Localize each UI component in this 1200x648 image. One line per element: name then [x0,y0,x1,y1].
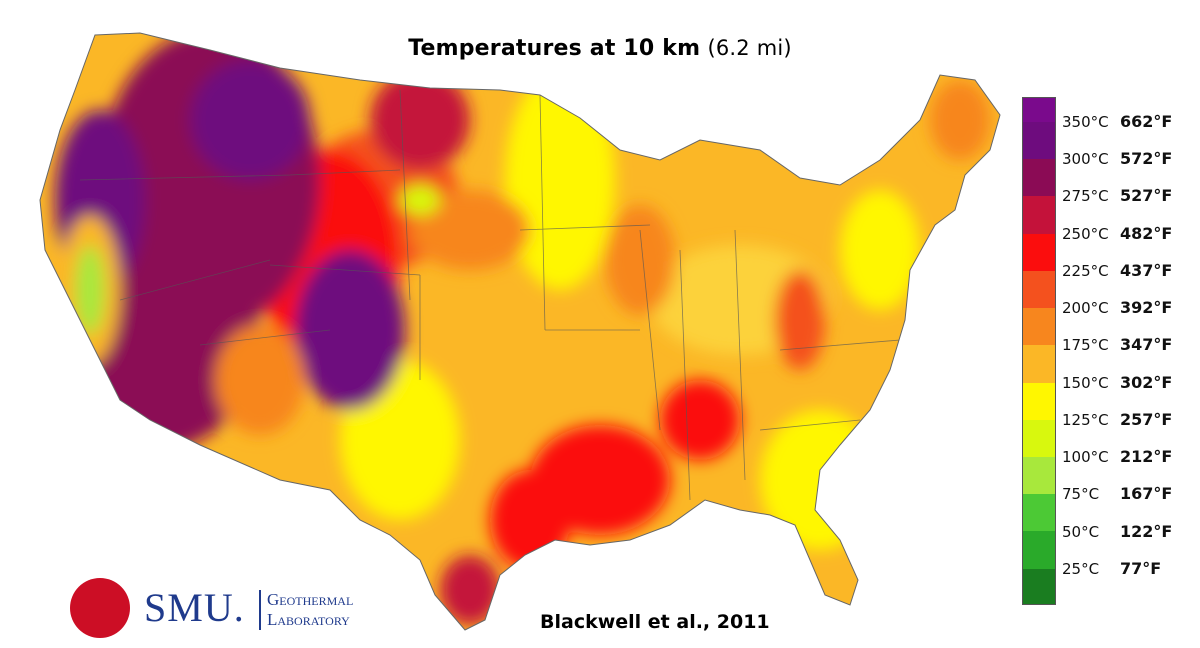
legend-fahrenheit: 77°F [1120,558,1162,578]
logo-geothermal: Geothermal [267,590,354,609]
legend-celsius: 150°C [1062,373,1109,392]
legend-swatch [1023,456,1055,495]
legend-swatch [1023,196,1055,234]
legend-celsius: 175°C [1062,336,1109,355]
legend-swatch [1023,122,1055,160]
legend-swatch [1023,531,1055,569]
legend-fahrenheit: 392°F [1120,298,1173,318]
legend-swatch [1023,494,1055,532]
legend-celsius: 100°C [1062,448,1109,467]
legend-fahrenheit: 482°F [1120,223,1173,243]
legend-label: 250°C 482°F [1062,224,1172,243]
legend-label: 175°C 347°F [1062,335,1172,354]
legend-celsius: 250°C [1062,224,1109,243]
legend-fahrenheit: 167°F [1120,484,1173,504]
legend-label: 225°C 437°F [1062,261,1172,280]
legend-fahrenheit: 212°F [1120,447,1173,467]
legend-swatch [1023,233,1055,271]
legend-celsius: 25°C [1062,559,1100,578]
legend-celsius: 200°C [1062,299,1109,318]
legend-celsius: 75°C [1062,485,1100,504]
legend-fahrenheit: 527°F [1120,186,1173,206]
legend-label: 125°C 257°F [1062,410,1172,429]
legend-fahrenheit: 572°F [1120,149,1173,169]
smu-wordmark: SMU. [144,585,245,630]
title-sub: (6.2 mi) [707,36,792,60]
legend-swatch [1023,308,1055,346]
legend-fahrenheit: 662°F [1120,112,1173,131]
legend-celsius: 275°C [1062,187,1109,206]
citation-credit: Blackwell et al., 2011 [540,611,770,633]
legend-fahrenheit: 302°F [1120,372,1173,392]
legend-label: 25°C 77°F [1062,559,1161,578]
temperature-legend: 350°C 662°F 300°C 572°F 275°C 527°F 250°C 482°F… [1022,97,1192,607]
legend-celsius: 225°C [1062,261,1109,280]
title-main: Temperatures at 10 km [408,36,701,61]
legend-label: 100°C 212°F [1062,447,1172,466]
legend-label: 50°C 122°F [1062,522,1172,541]
legend-celsius: 300°C [1062,150,1109,169]
legend-celsius: 125°C [1062,410,1109,429]
logo-laboratory: Laboratory [267,610,350,629]
legend-label: 300°C 572°F [1062,149,1172,168]
legend-swatch [1023,270,1055,309]
legend-swatch [1023,382,1055,420]
legend-swatch [1023,419,1055,457]
legend-label: 150°C 302°F [1062,373,1172,392]
legend-swatch [1023,345,1055,383]
legend-label: 275°C 527°F [1062,186,1172,205]
legend-color-bar [1022,97,1056,605]
legend-swatch [1023,159,1055,197]
legend-celsius: 350°C [1062,113,1109,131]
legend-label: 200°C 392°F [1062,298,1172,317]
legend-fahrenheit: 122°F [1120,521,1173,541]
legend-label: 350°C 662°F [1062,112,1172,131]
legend-fahrenheit: 257°F [1120,409,1173,429]
geothermal-temperature-map [39,32,1001,631]
legend-celsius: 50°C [1062,522,1100,541]
legend-fahrenheit: 437°F [1120,260,1173,280]
logo-divider [259,590,261,630]
legend-swatch-top [1023,98,1055,122]
legend-fahrenheit: 347°F [1120,335,1173,355]
legend-swatch [1023,568,1055,604]
legend-label: 75°C 167°F [1062,484,1172,503]
smu-logo: SMU. Geothermal Laboratory [70,578,400,640]
smu-seal-icon [70,578,130,638]
map-title: Temperatures at 10 km (6.2 mi) [0,36,1200,61]
